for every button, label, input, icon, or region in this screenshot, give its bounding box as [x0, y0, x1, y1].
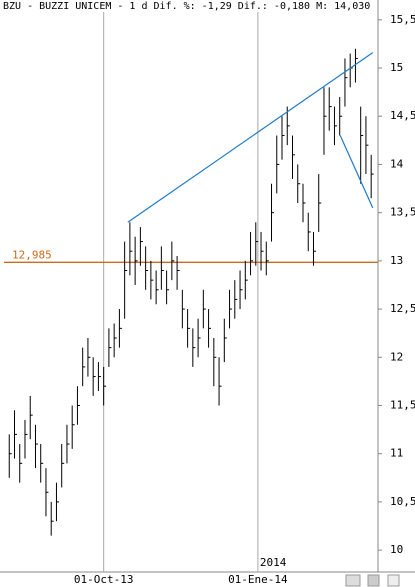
y-tick-label: 15,5	[390, 13, 415, 26]
y-tick-label: 10	[390, 543, 403, 556]
icon[interactable]	[367, 574, 380, 587]
y-tick-label: 12,5	[390, 302, 415, 315]
icon[interactable]	[345, 574, 361, 587]
title-bg	[0, 0, 378, 12]
x-tick-label: 01-Ene-14	[228, 573, 288, 586]
y-tick-label: 11	[390, 447, 403, 460]
y-tick-label: 14	[390, 157, 404, 170]
y-tick-label: 15	[390, 61, 403, 74]
y-tick-label: 11,5	[390, 398, 415, 411]
chart-title: BZU - BUZZI UNICEM - 1 d Dif. %: -1,29 D…	[3, 1, 370, 12]
trend-line	[339, 135, 374, 209]
y-tick-label: 10,5	[390, 495, 415, 508]
reference-label: 12,985	[12, 248, 52, 261]
y-tick-label: 12	[390, 350, 403, 363]
y-tick-label: 14,5	[390, 109, 415, 122]
icon[interactable]	[387, 574, 400, 587]
y-tick-label: 13	[390, 254, 403, 267]
y-tick-label: 13,5	[390, 206, 415, 219]
year-label: 2014	[260, 556, 287, 569]
x-tick-label: 01-Oct-13	[74, 573, 134, 586]
toolbar[interactable]	[345, 574, 400, 587]
trend-line	[127, 52, 374, 223]
